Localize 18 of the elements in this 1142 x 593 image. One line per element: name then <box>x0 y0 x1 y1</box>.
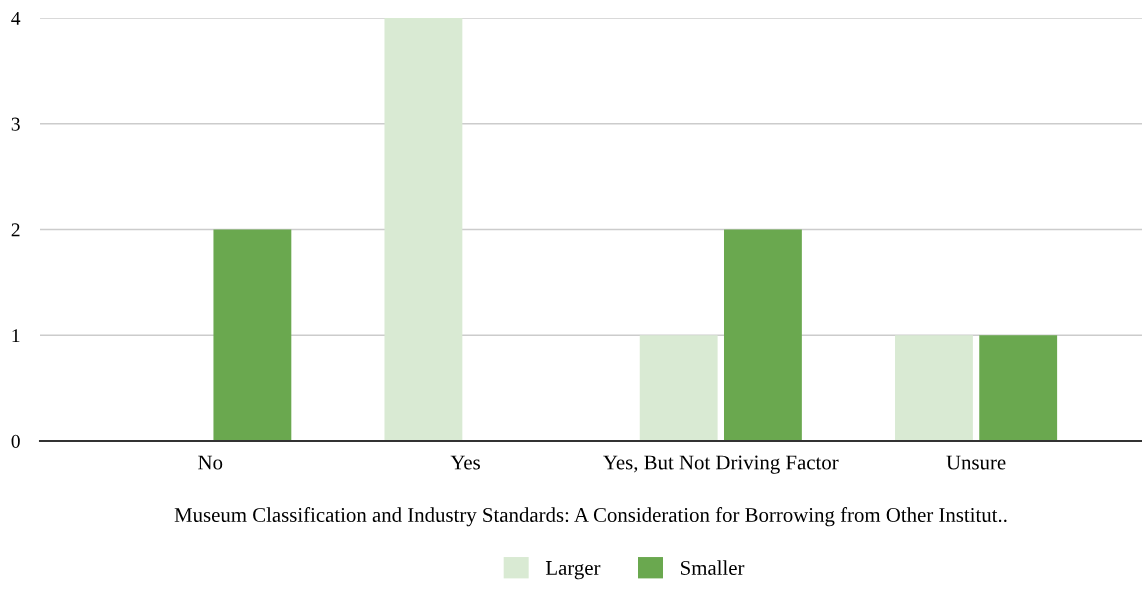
x-tick-label: Yes <box>450 455 480 470</box>
legend-label: Smaller <box>681 560 745 575</box>
bar <box>384 18 463 441</box>
legend-label: Larger <box>545 561 601 580</box>
y-tick-label: 0 <box>11 434 20 448</box>
bar <box>979 335 1058 441</box>
bar <box>213 229 292 441</box>
bar <box>895 335 973 441</box>
y-tick-label: 1 <box>12 329 20 342</box>
y-tick-label: 4 <box>11 11 21 25</box>
x-tick-label: Yes, But Not Driving Factor <box>603 455 839 474</box>
bar <box>724 229 802 441</box>
y-tick-label: 3 <box>11 117 20 131</box>
y-tick-label: 2 <box>11 223 20 237</box>
x-axis-title: Museum Classification and Industry Standards: A Consideration for Borrowing from Other Institut.. <box>174 507 1007 527</box>
x-tick-label: Unsure <box>946 455 1006 470</box>
bar <box>639 335 718 441</box>
x-tick-label: No <box>198 455 223 470</box>
